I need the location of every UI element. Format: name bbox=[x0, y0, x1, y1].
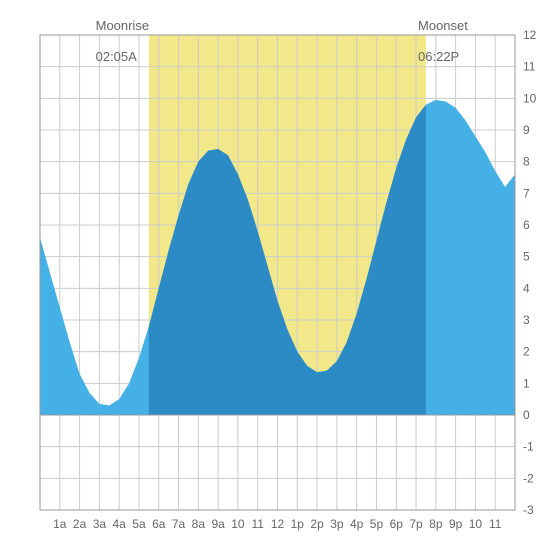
svg-text:4: 4 bbox=[523, 281, 530, 295]
svg-text:5p: 5p bbox=[370, 517, 384, 531]
svg-text:11: 11 bbox=[489, 517, 502, 531]
svg-text:2: 2 bbox=[523, 345, 530, 359]
svg-text:1: 1 bbox=[523, 376, 530, 390]
svg-text:9p: 9p bbox=[449, 517, 463, 531]
svg-text:9a: 9a bbox=[211, 517, 225, 531]
moonrise-annotation: Moonrise 02:05A bbox=[81, 2, 149, 80]
svg-text:3a: 3a bbox=[93, 517, 107, 531]
moonset-title: Moonset bbox=[418, 18, 468, 33]
svg-text:7: 7 bbox=[523, 186, 530, 200]
chart-svg: 1a2a3a4a5a6a7a8a9a1011121p2p3p4p5p6p7p8p… bbox=[0, 0, 550, 550]
svg-text:4a: 4a bbox=[112, 517, 126, 531]
svg-text:1a: 1a bbox=[53, 517, 67, 531]
moonrise-title: Moonrise bbox=[96, 18, 149, 33]
moonrise-time: 02:05A bbox=[96, 49, 137, 64]
svg-text:10: 10 bbox=[523, 91, 537, 105]
svg-text:8: 8 bbox=[523, 155, 530, 169]
svg-text:9: 9 bbox=[523, 123, 530, 137]
svg-text:6a: 6a bbox=[152, 517, 166, 531]
moonset-time: 06:22P bbox=[418, 49, 459, 64]
svg-text:8p: 8p bbox=[429, 517, 443, 531]
svg-text:2a: 2a bbox=[73, 517, 87, 531]
svg-text:8a: 8a bbox=[192, 517, 206, 531]
svg-text:2p: 2p bbox=[310, 517, 324, 531]
svg-text:6p: 6p bbox=[390, 517, 404, 531]
tide-chart: 1a2a3a4a5a6a7a8a9a1011121p2p3p4p5p6p7p8p… bbox=[0, 0, 550, 550]
svg-text:11: 11 bbox=[251, 517, 264, 531]
svg-text:-1: -1 bbox=[523, 440, 534, 454]
svg-text:-2: -2 bbox=[523, 471, 534, 485]
svg-text:5a: 5a bbox=[132, 517, 146, 531]
svg-text:7p: 7p bbox=[409, 517, 423, 531]
svg-text:10: 10 bbox=[231, 517, 245, 531]
svg-text:1p: 1p bbox=[291, 517, 305, 531]
svg-text:6: 6 bbox=[523, 218, 530, 232]
svg-text:10: 10 bbox=[469, 517, 483, 531]
moonset-annotation: Moonset 06:22P bbox=[404, 2, 468, 80]
svg-text:7a: 7a bbox=[172, 517, 186, 531]
svg-text:12: 12 bbox=[523, 28, 537, 42]
svg-text:4p: 4p bbox=[350, 517, 364, 531]
svg-text:-3: -3 bbox=[523, 503, 534, 517]
svg-text:0: 0 bbox=[523, 408, 530, 422]
svg-text:12: 12 bbox=[271, 517, 285, 531]
svg-text:11: 11 bbox=[523, 60, 536, 74]
svg-text:5: 5 bbox=[523, 250, 530, 264]
svg-text:3: 3 bbox=[523, 313, 530, 327]
svg-text:3p: 3p bbox=[330, 517, 344, 531]
